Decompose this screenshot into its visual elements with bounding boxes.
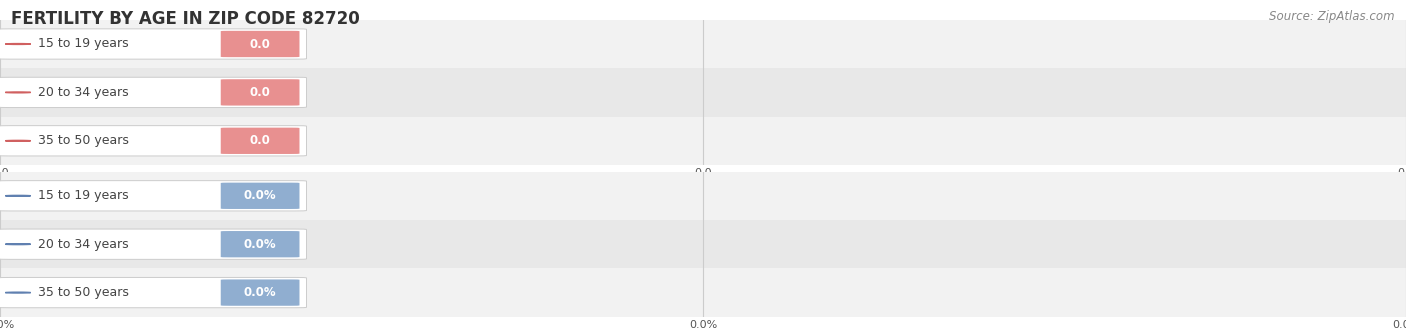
Text: 0.0%: 0.0% <box>243 286 277 299</box>
FancyBboxPatch shape <box>221 128 299 154</box>
Text: 0.0: 0.0 <box>250 86 270 99</box>
FancyBboxPatch shape <box>221 79 299 106</box>
Text: 15 to 19 years: 15 to 19 years <box>38 189 129 202</box>
FancyBboxPatch shape <box>0 181 307 211</box>
Text: Source: ZipAtlas.com: Source: ZipAtlas.com <box>1270 10 1395 23</box>
FancyBboxPatch shape <box>221 182 299 209</box>
FancyBboxPatch shape <box>0 77 307 108</box>
Text: 35 to 50 years: 35 to 50 years <box>38 286 129 299</box>
Text: 15 to 19 years: 15 to 19 years <box>38 38 129 50</box>
Text: 0.0: 0.0 <box>250 38 270 50</box>
Circle shape <box>6 140 31 141</box>
FancyBboxPatch shape <box>0 116 1406 165</box>
Circle shape <box>6 244 31 245</box>
Text: 20 to 34 years: 20 to 34 years <box>38 86 129 99</box>
Circle shape <box>6 92 31 93</box>
FancyBboxPatch shape <box>0 229 307 259</box>
Circle shape <box>6 292 31 293</box>
FancyBboxPatch shape <box>0 29 307 59</box>
Circle shape <box>6 195 31 196</box>
Text: 0.0%: 0.0% <box>243 189 277 202</box>
FancyBboxPatch shape <box>0 20 1406 68</box>
FancyBboxPatch shape <box>221 280 299 306</box>
FancyBboxPatch shape <box>0 172 1406 220</box>
Text: 0.0: 0.0 <box>250 134 270 147</box>
Text: 0.0%: 0.0% <box>243 238 277 251</box>
FancyBboxPatch shape <box>0 68 1406 116</box>
FancyBboxPatch shape <box>0 126 307 156</box>
FancyBboxPatch shape <box>221 31 299 57</box>
FancyBboxPatch shape <box>0 278 307 308</box>
Text: FERTILITY BY AGE IN ZIP CODE 82720: FERTILITY BY AGE IN ZIP CODE 82720 <box>11 10 360 28</box>
Text: 35 to 50 years: 35 to 50 years <box>38 134 129 147</box>
FancyBboxPatch shape <box>221 231 299 257</box>
FancyBboxPatch shape <box>0 268 1406 317</box>
Text: 20 to 34 years: 20 to 34 years <box>38 238 129 251</box>
Circle shape <box>6 44 31 45</box>
FancyBboxPatch shape <box>0 220 1406 268</box>
